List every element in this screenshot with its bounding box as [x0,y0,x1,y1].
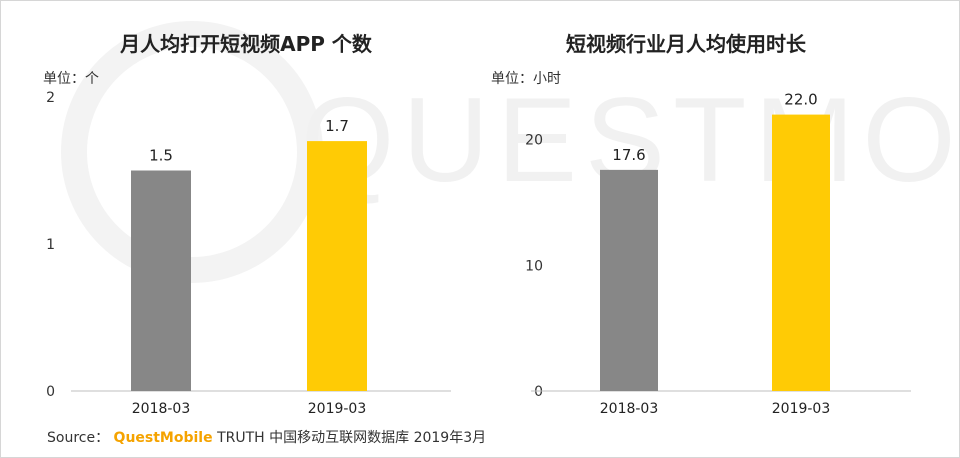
bar [131,170,191,391]
data-label: 1.7 [325,117,349,135]
y-tick-label: 20 [525,133,543,149]
data-label: 22.0 [784,91,817,109]
source-brand: QuestMobile [113,430,213,446]
data-label: 1.5 [149,147,173,165]
source-label: Source： [47,430,110,446]
chart-title: 短视频行业月人均使用时长 [566,32,807,56]
data-label: 17.6 [612,146,645,164]
unit-label: 单位：小时 [491,71,561,87]
bar [772,114,830,391]
unit-label: 单位：个 [43,71,99,87]
bar [600,169,658,391]
x-tick-label: 2018-03 [132,401,191,417]
source-line: Source： QuestMobile TRUTH 中国移动互联网数据库 201… [47,427,486,447]
x-tick-label: 2019-03 [772,401,831,417]
source-rest: TRUTH 中国移动互联网数据库 2019年3月 [217,430,487,446]
bar [307,141,367,391]
y-tick-label: 0 [534,384,543,400]
y-tick-label: 0 [46,384,55,400]
chart-title: 月人均打开短视频APP 个数 [119,32,373,56]
x-tick-label: 2019-03 [308,401,367,417]
y-tick-label: 10 [525,258,543,274]
y-tick-label: 2 [46,90,55,106]
y-tick-label: 1 [46,237,55,253]
x-tick-label: 2018-03 [600,401,659,417]
